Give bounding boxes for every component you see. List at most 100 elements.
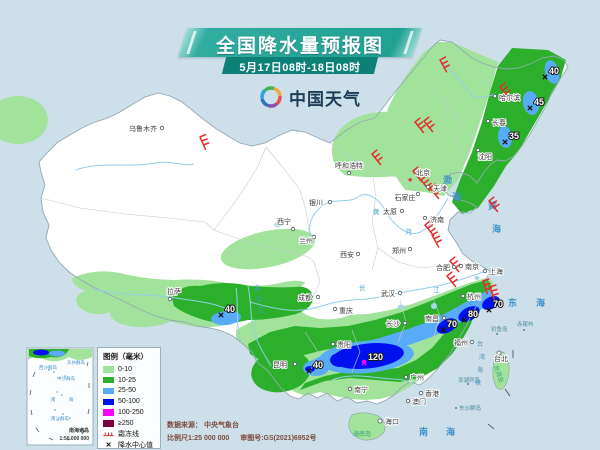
precip-value: 70 — [493, 299, 503, 309]
river-label: 江 — [433, 286, 440, 294]
center-value-icon: ✕ — [105, 441, 112, 449]
precip-value: 40 — [549, 66, 559, 76]
legend-swatch — [103, 409, 114, 416]
legend-label: ≥250 — [118, 419, 134, 427]
city-label: 合肥 — [436, 263, 450, 272]
inset-island-label: 中沙群岛 — [57, 375, 75, 382]
city-label: 重庆 — [339, 306, 353, 315]
precip-value: 45 — [534, 97, 544, 107]
city-label: 南昌 — [425, 314, 439, 323]
taiwan-island — [492, 351, 510, 390]
frost-line-label: 霜冻线 — [118, 431, 139, 439]
legend-label: 0-10 — [118, 365, 133, 373]
inset-sea-label: 南 海 — [51, 396, 79, 403]
city-label: 上海 — [489, 267, 503, 276]
sea-label: 海 — [536, 297, 545, 308]
inset-island-label: 西沙群岛 — [39, 364, 57, 371]
island-label: 钓鱼岛 — [491, 325, 508, 333]
precipitation-zones — [0, 42, 566, 433]
map-title: 全国降水量预报图 — [215, 36, 384, 57]
city-label: 沈阳 — [478, 152, 492, 161]
city-label: 广州 — [410, 373, 424, 382]
china-weather-logo: 中国天气 — [258, 84, 361, 110]
city-label: 福州 — [454, 338, 468, 347]
city-label: 济南 — [430, 215, 444, 224]
city-label: 拉萨 — [167, 287, 181, 296]
logo-text: 中国天气 — [289, 89, 361, 109]
city-label: 西宁 — [277, 217, 291, 226]
rivers — [75, 57, 497, 384]
legend-label: 25-50 — [118, 387, 136, 395]
south-china-sea-inset: 东沙群岛 西沙群岛 中沙群岛 南 海 南沙群岛 南海诸岛 1:50 000 00… — [26, 347, 94, 446]
legend-swatch — [103, 366, 114, 373]
inset-scale: 1:50 000 000 — [60, 436, 90, 442]
title-banner: 全国降水量预报图 — [178, 28, 422, 57]
scale-text: 比例尺1:25 000 000 — [167, 435, 230, 442]
sea-label: 南 — [419, 426, 428, 437]
city-label: 哈尔滨 — [499, 93, 520, 102]
legend-swatch — [103, 398, 114, 406]
city-label: 银川 — [309, 198, 323, 207]
city-label: 石家庄 — [395, 193, 416, 202]
precip-value: 40 — [225, 304, 235, 314]
sea-label: 渤 — [443, 174, 452, 185]
sea-label: 东 — [508, 297, 517, 308]
legend-label: 50-100 — [118, 398, 140, 406]
city-label: 南京 — [465, 262, 479, 271]
sea-label: 海 — [446, 426, 455, 437]
dry-sichuan-basin — [295, 272, 371, 320]
lakes — [274, 221, 480, 310]
city-label: 长春 — [492, 118, 506, 127]
map-subtitle: 5月17日08时-18日08时 — [239, 62, 361, 74]
city-label: 西安 — [340, 250, 354, 259]
sea-label: 海 — [492, 223, 501, 234]
approval-number: 审图号:GS(2021)6952号 — [240, 435, 317, 442]
legend-swatch — [103, 376, 114, 384]
city-label: 南宁 — [354, 385, 368, 394]
map-scale-line: 比例尺1:25 000 000 审图号:GS(2021)6952号 — [167, 433, 316, 443]
river-label: 河 — [405, 228, 412, 236]
city-label: 兰州 — [299, 236, 313, 245]
strait-label: 台 — [477, 340, 483, 348]
weather-spiral-icon — [260, 86, 282, 108]
inset-title: 南海诸岛 — [69, 427, 89, 434]
sea-label: 海 — [452, 191, 461, 202]
river-label: 黄 — [373, 207, 380, 216]
inset-island-label: 南沙群岛 — [51, 415, 69, 422]
city-markers: 乌鲁木齐 呼和浩特 ★ 北京 天津 石家庄 太原 银川 西宁 兰州 西安 郑州 … — [128, 92, 521, 427]
legend-swatch — [103, 420, 114, 427]
geo-labels: 渤 海 黄 海 东 海 南 海 台 湾 海 峡 长 江 黄 河 金 沙 江 钓鱼… — [254, 174, 545, 438]
legend-label: 10-25 — [118, 376, 136, 384]
city-label: 海口 — [385, 417, 399, 426]
city-label: 郑州 — [392, 247, 406, 255]
frost-line-icon — [103, 432, 114, 437]
city-label: 乌鲁木齐 — [129, 124, 157, 133]
city-label: 太原 — [383, 207, 397, 216]
inset-island-label: 东沙群岛 — [67, 359, 85, 366]
city-label: 澳门 — [412, 397, 426, 406]
subtitle-banner: 5月17日08时-18日08时 — [221, 57, 379, 74]
island-label: 赤尾屿 — [517, 320, 534, 328]
strait-label: 湾 — [479, 353, 485, 361]
strait-label: 海 — [477, 366, 483, 374]
legend-swatch — [103, 387, 114, 395]
city-label: 北京 — [416, 168, 430, 177]
city-label: 昆明 — [273, 361, 287, 369]
city-label: 成都 — [298, 293, 312, 302]
legend-title: 图例（毫米） — [103, 352, 148, 361]
data-source: 数据来源： 中央气象台 — [167, 422, 239, 429]
center-value-label: 降水中心值 — [118, 441, 153, 449]
island-label: 海南岛 — [353, 430, 371, 438]
strait-label: 峡 — [475, 379, 481, 387]
city-label: 杭州 — [467, 292, 481, 301]
city-label: 长沙 — [386, 319, 400, 328]
river-label: 金 — [254, 283, 261, 292]
river-label: 江 — [258, 306, 265, 314]
boundary-dashes — [487, 350, 514, 430]
city-label: 贵阳 — [337, 340, 351, 349]
china-border — [38, 39, 569, 405]
hainan-island — [348, 412, 386, 441]
city-label: 香港 — [425, 389, 439, 398]
